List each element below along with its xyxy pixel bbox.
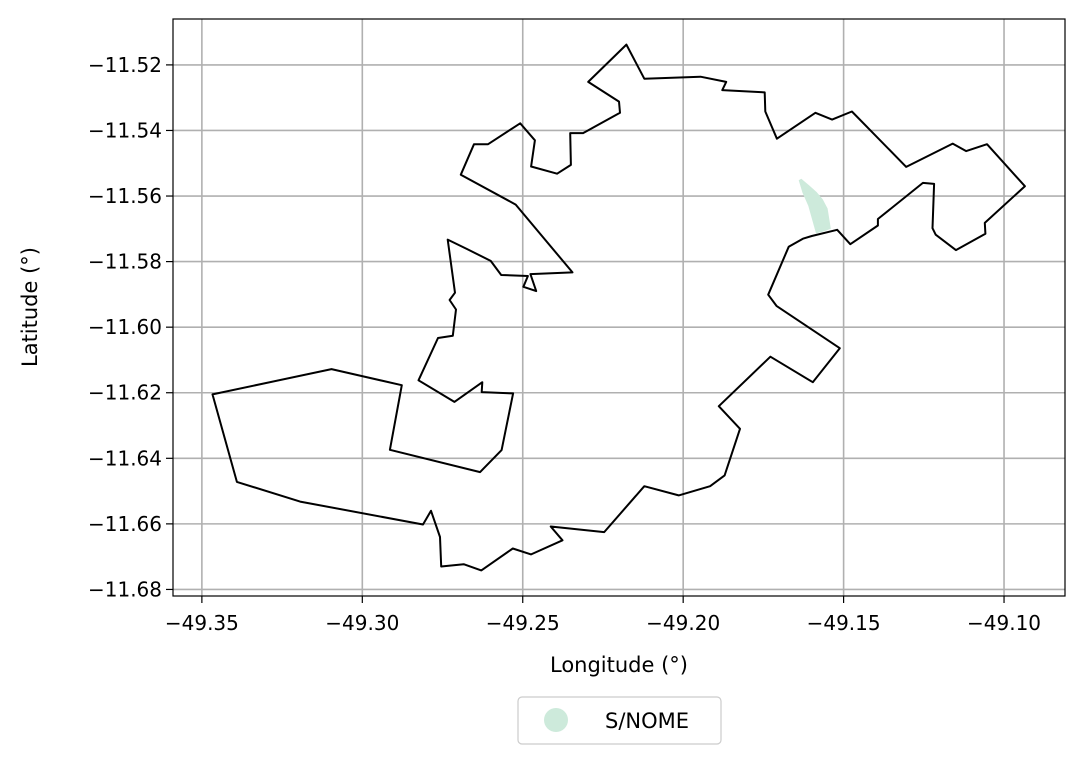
x-axis-label: Longitude (°) (550, 653, 688, 677)
municipality-boundary (211, 43, 1026, 572)
y-tick-label: −11.66 (88, 512, 162, 536)
x-tick-label: −49.35 (165, 611, 239, 635)
legend: S/NOME (517, 696, 722, 745)
map-data (211, 43, 1026, 572)
x-tick-label: −49.15 (807, 611, 881, 635)
y-tick-label: −11.62 (88, 381, 162, 405)
y-tick-label: −11.64 (88, 446, 162, 470)
x-tick-label: −49.30 (325, 611, 399, 635)
legend-swatch-s-nome (544, 708, 568, 732)
y-tick-label: −11.56 (88, 184, 162, 208)
plot-frame (172, 18, 1066, 597)
y-tick-label: −11.68 (88, 577, 162, 601)
x-tick-label: −49.20 (646, 611, 720, 635)
legend-box (517, 696, 722, 745)
x-tick-label: −49.25 (486, 611, 560, 635)
grid (173, 19, 1065, 596)
y-tick-label: −11.60 (88, 315, 162, 339)
y-tick-label: −11.58 (88, 250, 162, 274)
area-s-nome (798, 178, 831, 234)
x-tick-label: −49.10 (967, 611, 1041, 635)
legend-label-s-nome: S/NOME (605, 709, 689, 733)
axis-ticks: −49.35 −49.30 −49.25 −49.20 −49.15 −49.10 −11.… (88, 53, 1041, 635)
y-tick-label: −11.52 (88, 53, 162, 77)
y-axis-label: Latitude (°) (18, 247, 42, 367)
y-tick-label: −11.54 (88, 118, 162, 142)
